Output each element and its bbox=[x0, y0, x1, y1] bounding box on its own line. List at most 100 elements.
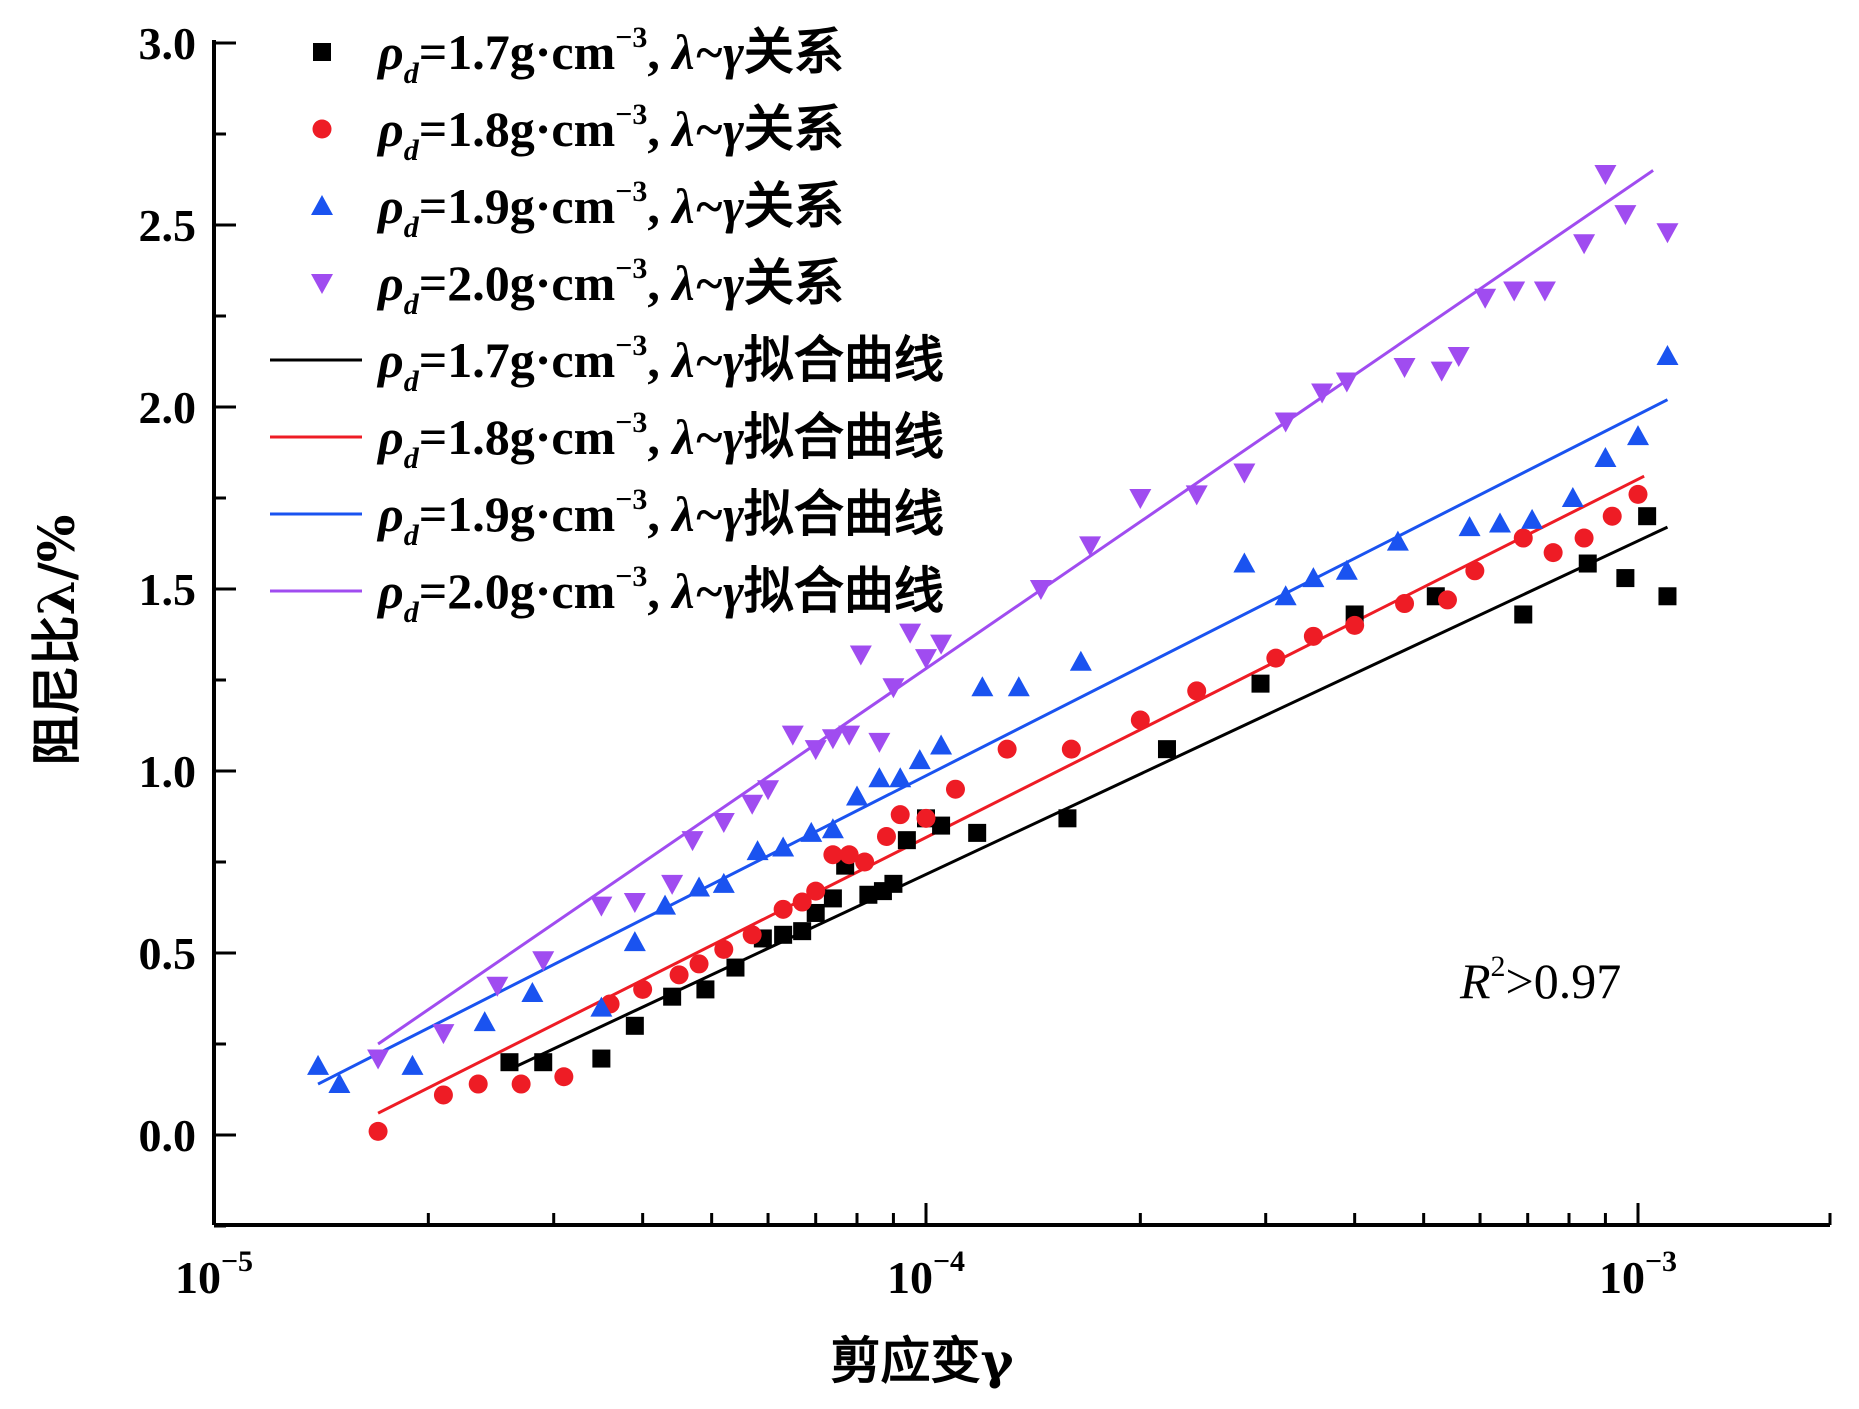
data-point bbox=[781, 725, 804, 746]
data-point bbox=[712, 812, 735, 833]
data-point bbox=[1474, 288, 1497, 309]
data-point bbox=[1561, 487, 1584, 507]
data-point bbox=[889, 767, 912, 788]
data-point bbox=[997, 739, 1017, 759]
data-point bbox=[1007, 676, 1030, 697]
data-point bbox=[661, 874, 684, 895]
data-point bbox=[932, 816, 951, 835]
data-point bbox=[1251, 674, 1270, 693]
data-point bbox=[689, 954, 709, 974]
data-point bbox=[823, 845, 843, 865]
axes-layer: 0.0 0.5 1.0 1.5 2.0 2.5 3.0 10−5 10−4 10−3 剪应变γ 阻尼比… bbox=[27, 18, 1832, 1390]
data-point bbox=[849, 645, 872, 666]
data-point bbox=[1393, 357, 1416, 378]
data-point bbox=[1602, 506, 1622, 526]
data-point bbox=[1533, 281, 1556, 302]
legend-label: ρd=2.0g·cm−3, λ~γ关系 bbox=[376, 252, 844, 321]
data-point bbox=[534, 1053, 553, 1072]
data-point bbox=[1395, 594, 1415, 614]
data-point bbox=[1627, 425, 1649, 446]
data-point bbox=[930, 734, 953, 755]
data-point bbox=[486, 976, 509, 997]
data-point bbox=[623, 893, 646, 914]
data-point bbox=[876, 827, 896, 847]
data-point bbox=[823, 889, 842, 908]
data-point bbox=[839, 845, 859, 865]
data-point bbox=[804, 740, 827, 761]
data-point bbox=[968, 823, 987, 842]
data-point bbox=[1656, 223, 1679, 244]
x-tick-label: 10−3 bbox=[1599, 1245, 1677, 1303]
data-point bbox=[1447, 347, 1470, 368]
series-1-points bbox=[500, 507, 1677, 1072]
data-point bbox=[368, 1121, 388, 1141]
data-point bbox=[1302, 567, 1325, 588]
data-point bbox=[741, 794, 764, 815]
data-point bbox=[1594, 446, 1617, 467]
r-squared-annotation: R2>0.97 bbox=[1459, 950, 1621, 1009]
data-point bbox=[468, 1074, 488, 1094]
legend-label: ρd=1.9g·cm−3, λ~γ关系 bbox=[376, 175, 844, 244]
legend-item-fit-2: ρd=1.8g·cm−3, λ~γ拟合曲线 bbox=[270, 406, 944, 475]
legend: ρd=1.7g·cm−3, λ~γ关系 ρd=1.8g·cm−3, λ~γ关系 ρd… bbox=[270, 21, 944, 629]
data-point bbox=[915, 649, 937, 670]
fit-line-2 bbox=[377, 474, 1645, 1115]
data-point bbox=[1274, 585, 1297, 606]
data-point bbox=[532, 951, 555, 972]
data-point bbox=[433, 1085, 453, 1105]
data-point bbox=[1029, 580, 1052, 600]
legend-label: ρd=1.7g·cm−3, λ~γ拟合曲线 bbox=[376, 329, 944, 398]
data-point bbox=[712, 872, 735, 893]
legend-label: ρd=1.9g·cm−3, λ~γ拟合曲线 bbox=[376, 483, 944, 552]
data-point bbox=[688, 876, 711, 897]
series-3-points bbox=[307, 345, 1679, 1094]
fit-line-4 bbox=[377, 169, 1654, 1046]
data-point bbox=[846, 785, 869, 806]
legend-item-fit-4: ρd=2.0g·cm−3, λ~γ拟合曲线 bbox=[270, 560, 944, 629]
data-point bbox=[654, 894, 677, 915]
data-point bbox=[1345, 615, 1365, 635]
data-point bbox=[663, 987, 682, 1006]
y-tick-label: 2.5 bbox=[139, 200, 197, 251]
data-point bbox=[590, 896, 613, 917]
x-tick-label: 10−4 bbox=[887, 1245, 965, 1303]
data-point bbox=[1616, 569, 1635, 588]
data-point bbox=[1311, 383, 1334, 404]
data-point bbox=[1129, 489, 1152, 509]
legend-label: ρd=2.0g·cm−3, λ~γ拟合曲线 bbox=[376, 560, 944, 629]
data-point bbox=[401, 1054, 424, 1075]
data-point bbox=[868, 767, 891, 788]
data-point bbox=[792, 892, 812, 912]
data-point bbox=[1335, 559, 1358, 580]
data-point bbox=[511, 1074, 531, 1094]
data-point bbox=[625, 1016, 644, 1035]
data-point bbox=[1503, 281, 1526, 302]
series-4-points bbox=[367, 165, 1679, 1070]
data-point bbox=[899, 623, 922, 644]
data-point bbox=[1514, 605, 1533, 624]
data-point bbox=[930, 634, 953, 655]
series-2-points bbox=[368, 484, 1648, 1141]
legend-item-series-3: ρd=1.9g·cm−3, λ~γ关系 bbox=[311, 175, 844, 244]
data-point bbox=[1578, 554, 1597, 573]
data-points-layer bbox=[307, 165, 1679, 1141]
data-point bbox=[1638, 507, 1657, 526]
data-point bbox=[1574, 528, 1594, 548]
data-point bbox=[521, 982, 544, 1003]
data-point bbox=[1061, 739, 1081, 759]
y-axis-title: 阻尼比λ/% bbox=[27, 515, 86, 766]
data-point bbox=[800, 821, 823, 842]
y-tick-label: 1.5 bbox=[139, 564, 197, 615]
x-tick-label: 10−5 bbox=[175, 1245, 253, 1303]
data-point bbox=[1458, 516, 1481, 537]
data-point bbox=[681, 831, 704, 852]
data-point bbox=[1069, 650, 1092, 671]
data-point bbox=[1489, 512, 1512, 533]
data-point bbox=[971, 676, 994, 697]
data-point bbox=[757, 780, 780, 801]
data-point bbox=[806, 903, 825, 922]
data-point bbox=[859, 885, 878, 904]
data-point bbox=[1274, 412, 1297, 433]
data-point bbox=[500, 1053, 519, 1072]
